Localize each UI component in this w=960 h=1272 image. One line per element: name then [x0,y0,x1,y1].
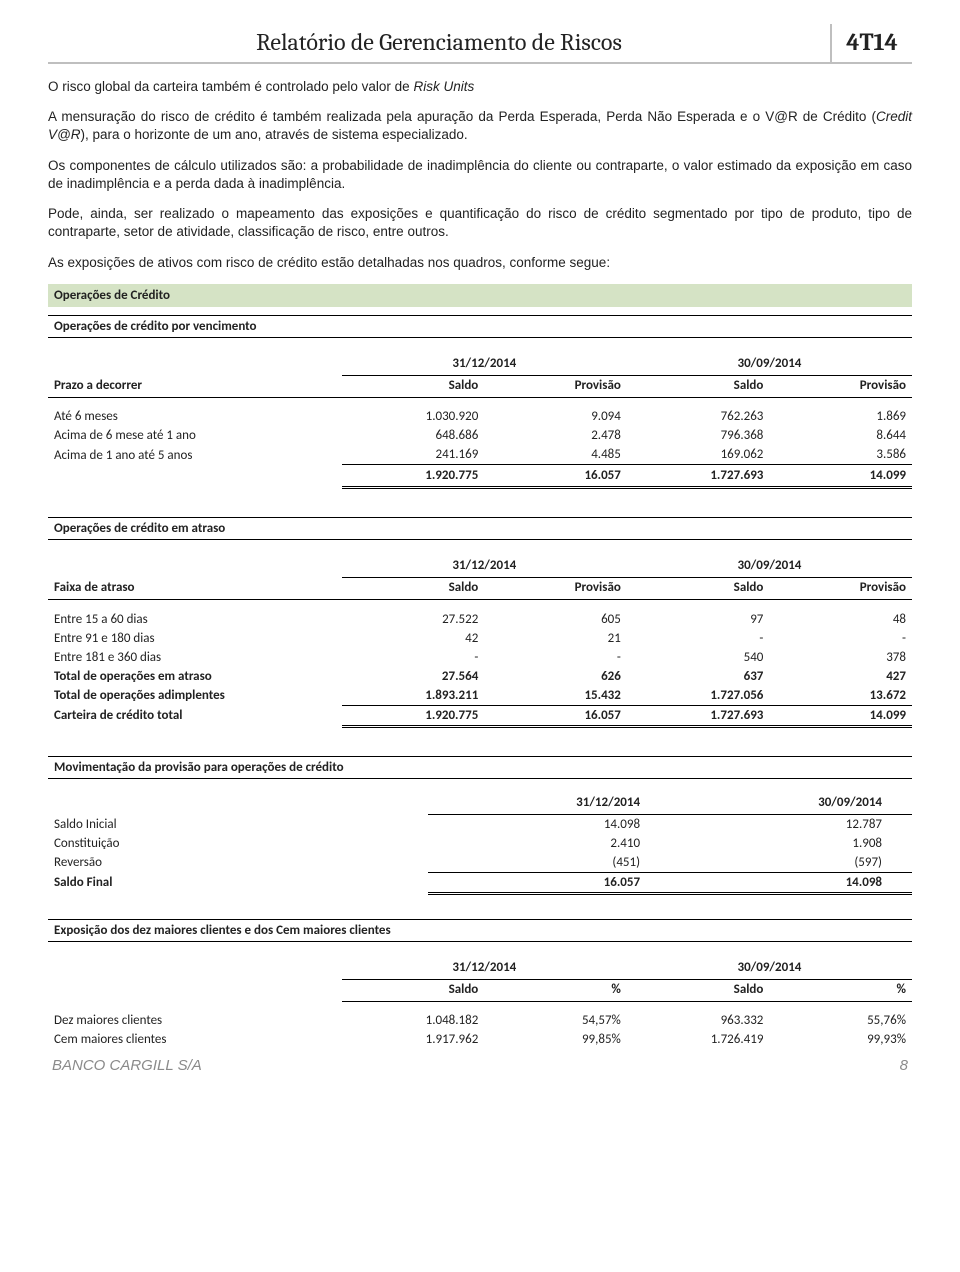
paragraph-2: A mensuração do risco de crédito é també… [48,108,912,144]
col-prazo: Prazo a decorrer [48,375,342,397]
table-date-row: 31/12/2014 30/09/2014 [48,554,912,578]
text: O risco global da carteira também é cont… [48,79,413,94]
table-row: Entre 15 a 60 dias 27.522 605 97 48 [48,610,912,629]
table-total-row: Saldo Final 16.057 14.098 [48,872,912,893]
col-provisao: Provisão [484,375,627,397]
table-total-row: Carteira de crédito total 1.920.775 16.0… [48,705,912,726]
table-date-row: 31/12/2014 30/09/2014 [48,956,912,980]
subsection-movimentacao: Movimentação da provisão para operações … [48,756,912,779]
paragraph-1: O risco global da carteira também é cont… [48,78,912,96]
date-2: 30/09/2014 [627,352,912,376]
footer-page-number: 8 [900,1057,908,1074]
table-row: Total de operações adimplentes 1.893.211… [48,686,912,706]
table-col-head: Prazo a decorrer Saldo Provisão Saldo Pr… [48,375,912,397]
table-total-row: 1.920.775 16.057 1.727.693 14.099 [48,465,912,488]
table-row: Acima de 1 ano até 5 anos 241.169 4.485 … [48,445,912,465]
table-row: Entre 181 e 360 dias - - 540 378 [48,648,912,667]
table-vencimento: 31/12/2014 30/09/2014 Prazo a decorrer S… [48,352,912,490]
text-italic: Risk Units [413,79,474,94]
subsection-por-vencimento: Operações de crédito por vencimento [48,315,912,338]
col-saldo: Saldo [342,375,485,397]
table-row: Saldo Inicial 14.098 12.787 [48,814,912,834]
table-row: Total de operações em atraso 27.564 626 … [48,667,912,686]
text: A mensuração do risco de crédito é també… [48,109,876,124]
table-date-row: 31/12/2014 30/09/2014 [48,352,912,376]
table-col-head: 31/12/2014 30/09/2014 [48,793,912,815]
page-header: Relatório de Gerenciamento de Riscos 4T1… [48,24,912,64]
subsection-exposicao: Exposição dos dez maiores clientes e dos… [48,919,912,942]
table-row: Reversão (451) (597) [48,853,912,873]
header-code: 4T14 [832,24,912,62]
table-row: Constituição 2.410 1.908 [48,834,912,853]
col-provisao: Provisão [769,375,912,397]
subsection-em-atraso: Operações de crédito em atraso [48,517,912,540]
paragraph-4: Pode, ainda, ser realizado o mapeamento … [48,205,912,241]
table-atraso: 31/12/2014 30/09/2014 Faixa de atraso Sa… [48,554,912,728]
col-saldo: Saldo [627,375,770,397]
table-row: Dez maiores clientes 1.048.182 54,57% 96… [48,1011,912,1030]
table-col-head: Faixa de atraso Saldo Provisão Saldo Pro… [48,578,912,600]
text: ), para o horizonte de um ano, através d… [80,127,467,142]
table-movimentacao: 31/12/2014 30/09/2014 Saldo Inicial 14.0… [48,793,912,895]
header-title: Relatório de Gerenciamento de Riscos [48,24,832,62]
table-row: Até 6 meses 1.030.920 9.094 762.263 1.86… [48,407,912,426]
footer-company: BANCO CARGILL S/A [52,1057,202,1074]
table-row: Acima de 6 mese até 1 ano 648.686 2.478 … [48,426,912,445]
paragraph-5: As exposições de ativos com risco de cré… [48,254,912,272]
table-row: Cem maiores clientes 1.917.962 99,85% 1.… [48,1030,912,1049]
paragraph-3: Os componentes de cálculo utilizados são… [48,157,912,193]
page-footer: BANCO CARGILL S/A 8 [48,1049,912,1074]
section-operacoes-credito: Operações de Crédito [48,284,912,307]
table-col-head: Saldo % Saldo % [48,979,912,1001]
date-1: 31/12/2014 [342,352,627,376]
table-row: Entre 91 e 180 dias 42 21 - - [48,629,912,648]
table-exposicao: 31/12/2014 30/09/2014 Saldo % Saldo % De… [48,956,912,1050]
